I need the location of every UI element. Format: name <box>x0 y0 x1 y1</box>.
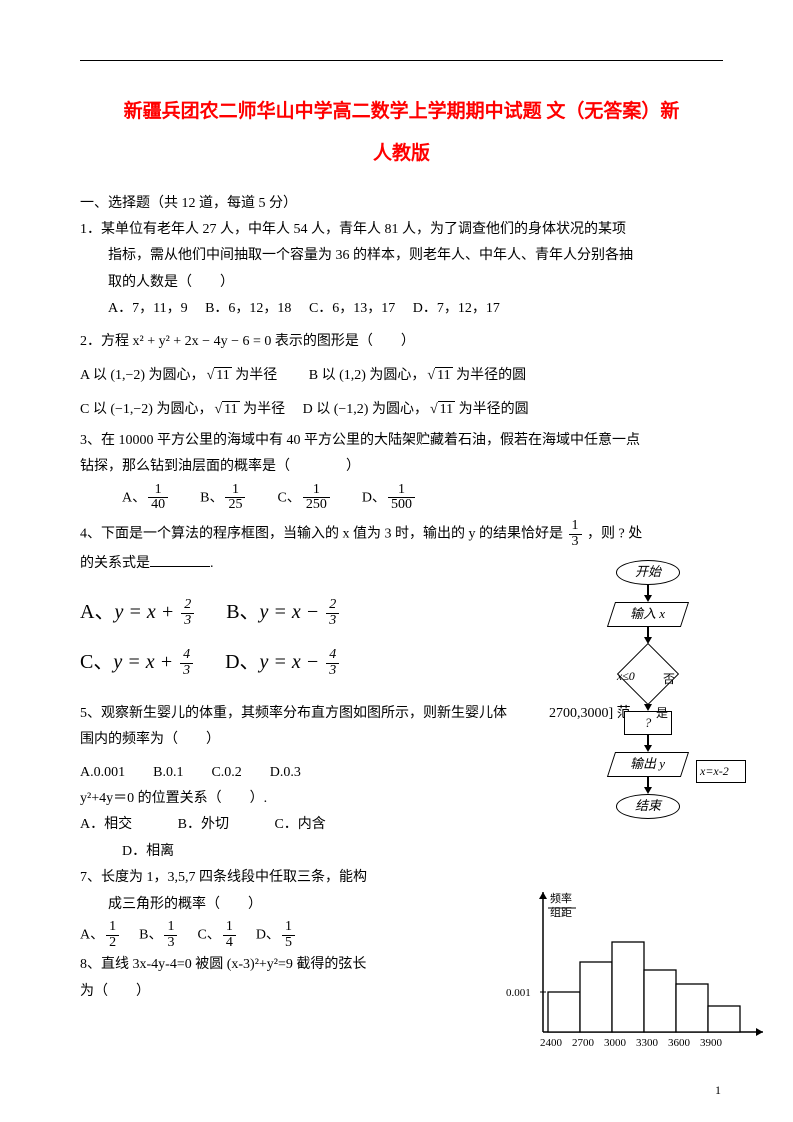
q5-opts: A.0.001 B.0.1 C.0.2 D.0.3 <box>80 762 460 784</box>
section-1-head: 一、选择题（共 12 道，每道 5 分） <box>80 193 723 215</box>
arrow-icon <box>644 595 652 602</box>
fc-no-label: 否 <box>663 670 675 689</box>
fraction: 12 <box>106 920 119 950</box>
q6-stem: y²+4y＝0 的位置关系（ ）. <box>80 788 460 810</box>
svg-text:3000: 3000 <box>604 1037 627 1049</box>
q1-line3: 取的人数是（ ） <box>80 272 723 294</box>
q8-line2: 为（ ） <box>80 981 440 1003</box>
q2-stem: 2．方程 x² + y² + 2x − 4y − 6 = 0 表示的图形是（ ） <box>80 331 723 353</box>
fc-start: 开始 <box>616 560 680 585</box>
fraction: 43 <box>326 648 339 678</box>
fc-side-branch: x=x-2 <box>696 760 746 783</box>
fc-input: 输入 x <box>607 602 689 627</box>
fraction: 23 <box>326 598 339 628</box>
fraction: 125 <box>225 483 245 513</box>
hist-bars <box>548 942 740 1032</box>
q3-options: A、140 B、125 C、1250 D、1500 <box>80 483 723 513</box>
title-line-2: 人教版 <box>80 133 723 175</box>
top-rule <box>80 60 723 61</box>
sqrt-icon: 11 <box>205 365 232 387</box>
q7-line2: 成三角形的概率（ ） <box>80 894 440 916</box>
q6-opt-d: D．相离 <box>80 841 460 863</box>
q1-opt-d: D．7，12，17 <box>413 301 500 316</box>
fc-end: 结束 <box>616 794 680 819</box>
q8-line1: 8、直线 3x-4y-4=0 被圆 (x-3)²+y²=9 截得的弦长 <box>80 954 440 976</box>
sqrt-icon: 11 <box>425 365 452 387</box>
q7-opts: A、12 B、13 C、14 D、15 <box>80 920 440 950</box>
fraction: 14 <box>223 920 236 950</box>
flowchart: 开始 输入 x x≤0 否 是 x=x-2 ? 输出 y 结束 <box>578 560 718 819</box>
fraction: 1250 <box>303 483 330 513</box>
hist-xticks: 2400 2700 3000 3300 3600 3900 <box>540 1037 723 1049</box>
page-number: 1 <box>715 1081 721 1100</box>
q1-line2: 指标，需从他们中间抽取一个容量为 36 的样本，则老年人、中年人、青年人分别各抽 <box>80 245 723 267</box>
svg-text:3300: 3300 <box>636 1037 659 1049</box>
hist-ytick: 0.001 <box>506 987 531 999</box>
fraction: 13 <box>164 920 177 950</box>
q1-opt-a: A．7，11，9 <box>108 301 188 316</box>
q2-row2: C 以 (−1,−2) 为圆心，11 为半径 D 以 (−1,2) 为圆心，11… <box>80 399 723 421</box>
sqrt-icon: 11 <box>212 399 239 421</box>
q3-line1: 3、在 10000 平方公里的海域中有 40 平方公里的大陆架贮藏着石油，假若在… <box>80 430 723 452</box>
q4-line1: 4、下面是一个算法的程序框图，当输入的 x 值为 3 时，输出的 y 的结果恰好… <box>80 519 723 549</box>
histogram-svg: 频率 组距 0.001 2400 2700 3000 3300 3600 3900 <box>498 882 768 1067</box>
fraction: 1500 <box>388 483 415 513</box>
svg-text:2700: 2700 <box>572 1037 595 1049</box>
svg-text:3900: 3900 <box>700 1037 723 1049</box>
q1-options: A．7，11，9 B．6，12，18 C．6，13，17 D．7，12，17 <box>80 298 723 320</box>
q7-q8-area: 7、长度为 1，3,5,7 四条线段中任取三条，能构 成三角形的概率（ ） A、… <box>80 867 440 1003</box>
q2-row1: A 以 (1,−2) 为圆心，11 为半径 B 以 (1,2) 为圆心，11 为… <box>80 365 723 387</box>
fc-assign: x=x-2 <box>696 760 746 783</box>
q1-opt-b: B．6，12，18 <box>205 301 291 316</box>
svg-text:3600: 3600 <box>668 1037 691 1049</box>
q1-opt-c: C．6，13，17 <box>309 301 395 316</box>
q3-line2: 钻探，那么钻到油层面的概率是（ ） <box>80 456 723 478</box>
blank-line <box>150 566 210 567</box>
fraction: 13 <box>569 519 582 549</box>
fc-output: 输出 y <box>607 752 689 777</box>
title-line-1: 新疆兵团农二师华山中学高二数学上学期期中试题 文（无答案）新 <box>80 91 723 133</box>
hist-ylabel1: 频率 <box>550 891 572 905</box>
q5-opts-area: A.0.001 B.0.1 C.0.2 D.0.3 y²+4y＝0 的位置关系（… <box>80 762 460 864</box>
fraction: 15 <box>282 920 295 950</box>
fraction: 140 <box>148 483 168 513</box>
sqrt-icon: 11 <box>428 399 455 421</box>
q7-line1: 7、长度为 1，3,5,7 四条线段中任取三条，能构 <box>80 867 440 889</box>
page: 新疆兵团农二师华山中学高二数学上学期期中试题 文（无答案）新 人教版 一、选择题… <box>0 0 793 1122</box>
q6-opts: A．相交 B．外切 C．内含 <box>80 814 460 836</box>
q1-line1: 1．某单位有老年人 27 人，中年人 54 人，青年人 81 人，为了调查他们的… <box>80 219 723 241</box>
arrow-icon <box>644 787 652 794</box>
hist-ylabel2: 组距 <box>550 905 572 919</box>
histogram: 频率 组距 0.001 2400 2700 3000 3300 3600 3900 <box>498 882 768 1067</box>
fraction: 43 <box>180 648 193 678</box>
fc-yes-label: 是 <box>656 704 668 723</box>
fraction: 23 <box>181 598 194 628</box>
svg-text:2400: 2400 <box>540 1037 563 1049</box>
doc-title: 新疆兵团农二师华山中学高二数学上学期期中试题 文（无答案）新 人教版 <box>80 91 723 175</box>
